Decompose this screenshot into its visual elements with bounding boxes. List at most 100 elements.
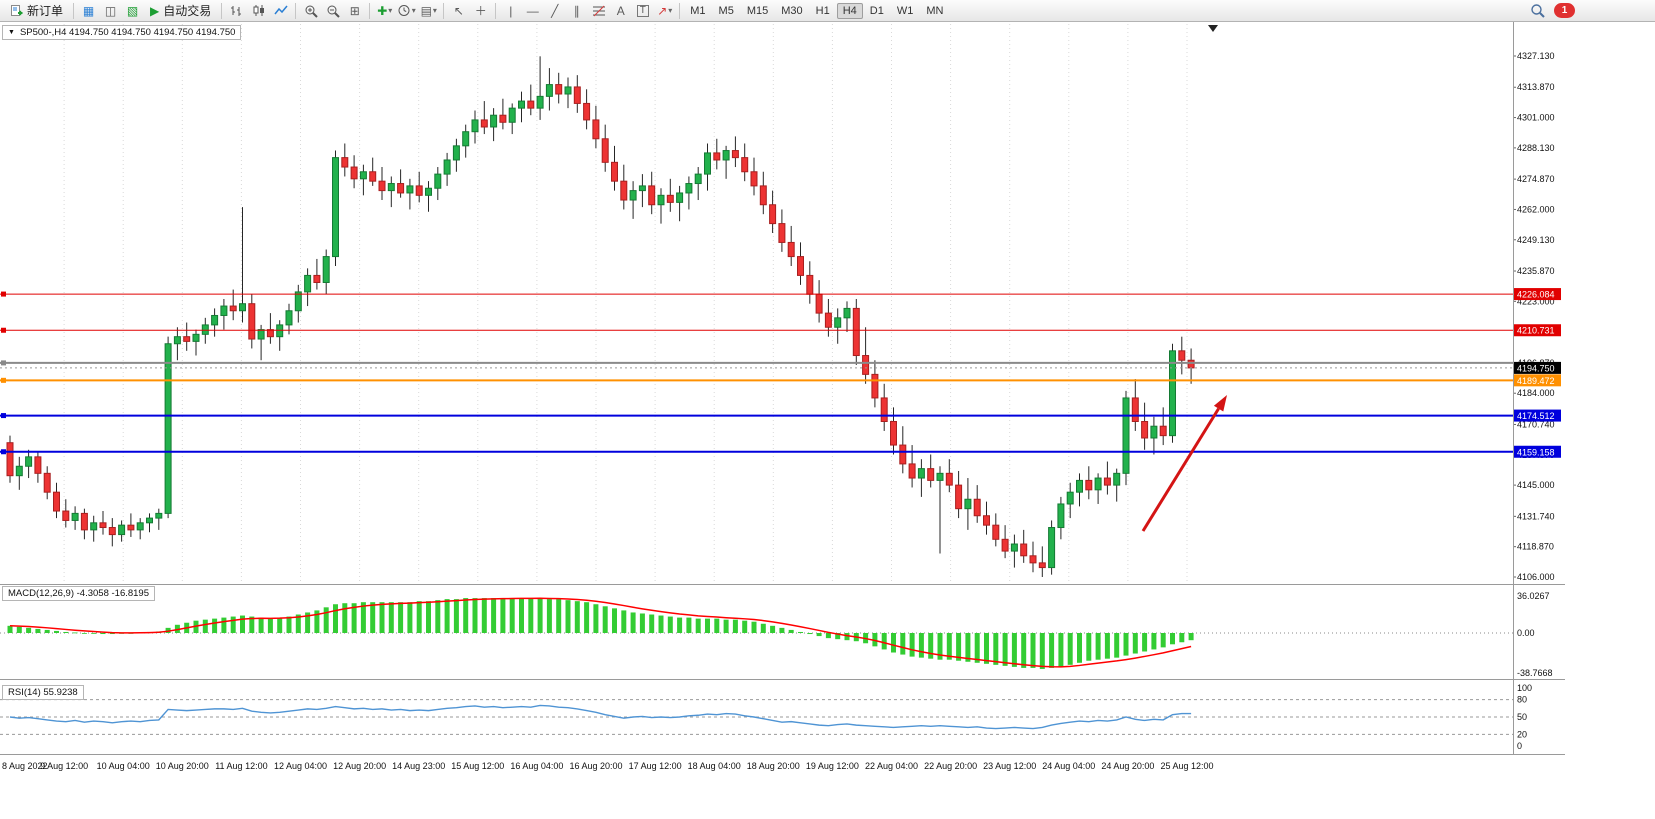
- new-order-icon: [11, 5, 23, 16]
- macd-histogram-bar: [770, 625, 776, 633]
- macd-histogram-bar: [565, 600, 571, 633]
- separator: [369, 2, 371, 19]
- line-anchor[interactable]: [1, 449, 6, 455]
- time-axis-label: 16 Aug 04:00: [510, 761, 563, 771]
- macd-histogram-bar: [928, 633, 934, 659]
- candle-body: [573, 86, 581, 104]
- candle-chart-button[interactable]: [248, 1, 269, 21]
- macd-histogram-bar: [621, 610, 627, 633]
- line-chart-button[interactable]: [270, 1, 291, 21]
- timeframe-d1[interactable]: D1: [869, 4, 884, 17]
- vline-tool-button[interactable]: |: [500, 1, 521, 21]
- macd-histogram-bar: [1058, 633, 1064, 667]
- trend-arrow-shaft[interactable]: [1141, 407, 1220, 532]
- macd-histogram-bar: [630, 612, 636, 633]
- macd-histogram-bar: [593, 604, 599, 633]
- candle-body: [304, 274, 312, 293]
- crosshair-button[interactable]: ＋: [470, 1, 491, 21]
- candle-body: [638, 185, 646, 192]
- time-axis-label: 25 Aug 12:00: [1160, 761, 1213, 771]
- macd-histogram-bar: [1104, 633, 1110, 659]
- time-axis-label: 18 Aug 04:00: [688, 761, 741, 771]
- rsi-axis-label: 80: [1517, 695, 1527, 705]
- text-tool-button[interactable]: A: [610, 1, 631, 21]
- price-axis-label: 4145.000: [1517, 480, 1555, 490]
- macd-histogram-bar: [1077, 633, 1082, 663]
- candle-body: [955, 484, 963, 510]
- fibonacci-tool-button[interactable]: [588, 1, 609, 21]
- macd-histogram-bar: [1179, 633, 1185, 643]
- auto-trading-button[interactable]: ▶ 自动交易: [144, 0, 217, 21]
- timeframe-m30[interactable]: M30: [781, 4, 803, 17]
- crosshair-icon: ＋: [474, 3, 487, 18]
- candle-body: [992, 524, 1000, 540]
- separator: [221, 2, 223, 19]
- data-window-button[interactable]: ◫: [100, 1, 121, 21]
- periods-button[interactable]: ▾: [396, 1, 417, 21]
- candle-body: [518, 100, 525, 109]
- macd-histogram-bar: [72, 632, 78, 634]
- trendline-tool-button[interactable]: ╱: [544, 1, 565, 21]
- timeframe-m1[interactable]: M1: [690, 4, 706, 17]
- macd-histogram-bar: [314, 610, 320, 633]
- line-anchor[interactable]: [1, 377, 6, 383]
- macd-histogram-bar: [444, 599, 450, 633]
- line-anchor[interactable]: [1, 413, 6, 419]
- chart-dropdown-icon[interactable]: ▼: [8, 28, 15, 36]
- candle-body: [852, 307, 860, 357]
- price-line-badge-label: 4159.158: [1517, 447, 1555, 457]
- market-watch-button[interactable]: ▦: [78, 1, 99, 21]
- macd-histogram-bar: [35, 628, 41, 633]
- candle-body: [387, 183, 395, 192]
- bar-chart-button[interactable]: [226, 1, 247, 21]
- zoom-in-button[interactable]: [300, 1, 321, 21]
- macd-histogram-bar: [1142, 633, 1148, 652]
- arrows-tool-icon: ↗: [657, 3, 668, 18]
- macd-histogram-bar: [956, 633, 962, 661]
- notification-badge[interactable]: 1: [1554, 3, 1575, 18]
- tile-windows-button[interactable]: ⊞: [344, 1, 365, 21]
- indicators-button[interactable]: ✚ ▾: [374, 1, 395, 21]
- candle-body: [759, 185, 767, 206]
- timeframe-w1[interactable]: W1: [896, 4, 914, 17]
- candle-body: [1150, 425, 1158, 439]
- candle-body: [415, 185, 423, 196]
- search-button[interactable]: [1527, 1, 1548, 21]
- periods-clock-icon: [398, 5, 410, 16]
- new-order-button[interactable]: 新订单: [4, 0, 69, 21]
- line-chart-icon: [274, 5, 288, 15]
- time-axis-label: 16 Aug 20:00: [569, 761, 622, 771]
- candle-body: [694, 173, 702, 185]
- candle-body: [648, 185, 656, 206]
- hline-tool-button[interactable]: —: [522, 1, 543, 21]
- macd-histogram-bar: [7, 625, 13, 633]
- navigator-button[interactable]: ▧: [122, 1, 143, 21]
- timeframe-m5[interactable]: M5: [718, 4, 734, 17]
- candle-body: [192, 333, 200, 342]
- trend-arrow-head[interactable]: [1213, 395, 1227, 412]
- timeframe-mn[interactable]: MN: [926, 4, 944, 17]
- line-anchor[interactable]: [1, 327, 6, 333]
- candle-body: [471, 119, 479, 133]
- chart-area[interactable]: 8 Aug 2022 9 Aug 12:00 10 Aug 04:00 10 Aug …: [0, 22, 1655, 818]
- cursor-button[interactable]: ↖: [448, 1, 469, 21]
- candle-body: [25, 456, 33, 467]
- label-tool-button[interactable]: T: [632, 1, 653, 21]
- arrows-tool-button[interactable]: ↗ ▾: [654, 1, 675, 21]
- timeframe-h1[interactable]: H1: [815, 4, 830, 17]
- candle-body: [908, 463, 916, 479]
- macd-histogram-bar: [351, 603, 357, 633]
- line-anchor[interactable]: [1, 360, 6, 366]
- macd-histogram-bar: [760, 623, 766, 633]
- macd-histogram-bar: [537, 598, 543, 633]
- line-anchor[interactable]: [1, 291, 6, 297]
- timeframe-h4[interactable]: H4: [836, 2, 863, 19]
- templates-button[interactable]: ▤ ▾: [418, 1, 439, 21]
- channel-tool-button[interactable]: ∥: [566, 1, 587, 21]
- zoom-out-button[interactable]: [322, 1, 343, 21]
- macd-axis-label: 36.0267: [1517, 591, 1550, 601]
- timeframe-m15[interactable]: M15: [746, 4, 769, 17]
- chart-shift-marker-icon[interactable]: [1208, 25, 1218, 32]
- macd-histogram-bar: [602, 606, 608, 633]
